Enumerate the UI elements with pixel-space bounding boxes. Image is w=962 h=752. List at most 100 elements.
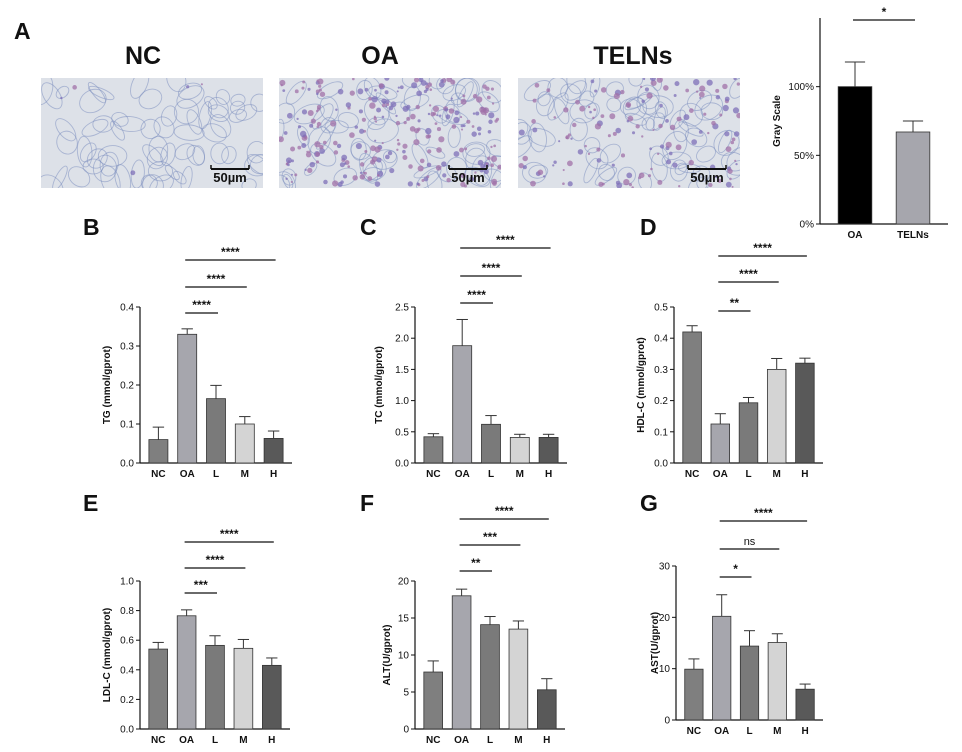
significance-label: **** [753,241,772,255]
x-category-label: NC [685,469,699,480]
micrograph-title: TELNs [593,42,672,70]
bar-h [537,689,557,730]
significance-label: **** [221,245,240,259]
bar-m [509,437,530,464]
x-category-label: H [545,469,552,480]
y-tick-label: 30 [659,562,671,573]
panel-letter-f: F [360,490,374,516]
significance-label: **** [754,506,773,520]
y-tick-label: 0.0 [654,459,668,470]
significance-label: **** [496,233,515,247]
bar-m [233,647,254,730]
bar-nc [682,331,702,464]
x-category-label: L [212,735,218,746]
significance-label: *** [483,530,497,544]
y-tick-label: 0% [800,220,815,231]
panel-letter-d: D [640,214,657,240]
y-tick-label: 0.1 [120,420,134,431]
y-tick-label: 0.3 [120,342,134,353]
x-category-label: L [488,469,494,480]
significance-label: **** [495,504,514,518]
x-category-label: OA [180,469,195,480]
y-tick-label: 0.3 [654,365,668,376]
x-category-label: NC [151,735,165,746]
bar-nc [148,439,169,464]
micrograph-title: NC [125,42,161,70]
x-category-label: M [239,735,247,746]
bar-oa [712,615,732,721]
x-category-label: M [514,735,522,746]
significance-label: **** [192,298,211,312]
bar-oa [837,86,873,225]
bar-nc [684,668,704,721]
y-tick-label: 2.5 [395,303,409,314]
bar-oa [177,333,198,464]
y-tick-label: 5 [403,688,409,699]
bar-h [538,437,559,464]
x-category-label: NC [426,735,440,746]
x-category-label: M [773,726,781,737]
y-tick-label: 0.1 [654,427,668,438]
bar-l [205,644,225,730]
significance-label: ns [744,536,756,548]
scale-bar-label: 50µm [690,170,724,185]
y-axis-label: ALT(U/gprot) [382,625,393,686]
panel-letter-a: A [14,18,31,44]
y-tick-label: 1.5 [395,365,409,376]
y-tick-label: 0.0 [120,725,134,736]
y-axis-label: TC (mmol/gprot) [374,346,385,424]
x-category-label: M [516,469,524,480]
y-tick-label: 100% [788,82,814,93]
y-tick-label: 50% [794,151,814,162]
y-axis-label: HDL-C (mmol/gprot) [636,337,647,433]
y-tick-label: 0.2 [120,695,134,706]
y-tick-label: 0.4 [654,334,668,345]
x-category-label: OA [713,469,728,480]
y-axis-label: AST(U/gprot) [650,612,661,674]
significance-label: * [733,562,738,576]
y-tick-label: 0.8 [120,606,134,617]
significance-label: *** [194,578,208,592]
bar-h [263,438,284,464]
panel-letter-e: E [83,490,98,516]
panel-letter-b: B [83,214,100,240]
bar-l [739,645,760,721]
bar-l [206,398,226,464]
micrograph-title: OA [361,42,399,70]
x-category-label: H [801,469,808,480]
y-tick-label: 0.4 [120,665,134,676]
bar-nc [423,671,443,730]
significance-label: **** [220,527,239,541]
x-category-label: NC [426,469,440,480]
bar-m [767,642,787,721]
panel-letter-g: G [640,490,658,516]
y-tick-label: 0.6 [120,636,134,647]
y-tick-label: 0.2 [654,396,668,407]
micrograph-nc: NC 50µm [41,42,263,188]
x-category-label: TELNs [897,230,929,241]
bar-l [480,624,500,730]
micrograph-oa: OA 50µm [279,42,501,188]
y-tick-label: 15 [398,614,410,625]
chart-g: G 0 10 20 30 AST(U/gprot) NC OA L M H * ns **** [640,490,823,737]
bar-l [481,423,501,464]
bar-nc [148,648,168,730]
y-tick-label: 0.2 [120,381,134,392]
bar-m [508,628,529,730]
y-tick-label: 2.0 [395,334,409,345]
x-category-label: OA [848,230,863,241]
bar-m [766,368,787,464]
significance-label: **** [206,553,225,567]
y-tick-label: 0.4 [120,303,134,314]
y-tick-label: 10 [398,651,410,662]
y-tick-label: 0.0 [395,459,409,470]
bar-oa [452,345,473,464]
bar-nc [423,436,444,464]
x-category-label: L [487,735,493,746]
significance-label: ** [730,296,740,310]
significance-label: **** [739,267,758,281]
y-tick-label: 10 [659,664,671,675]
bar-h [795,688,815,721]
